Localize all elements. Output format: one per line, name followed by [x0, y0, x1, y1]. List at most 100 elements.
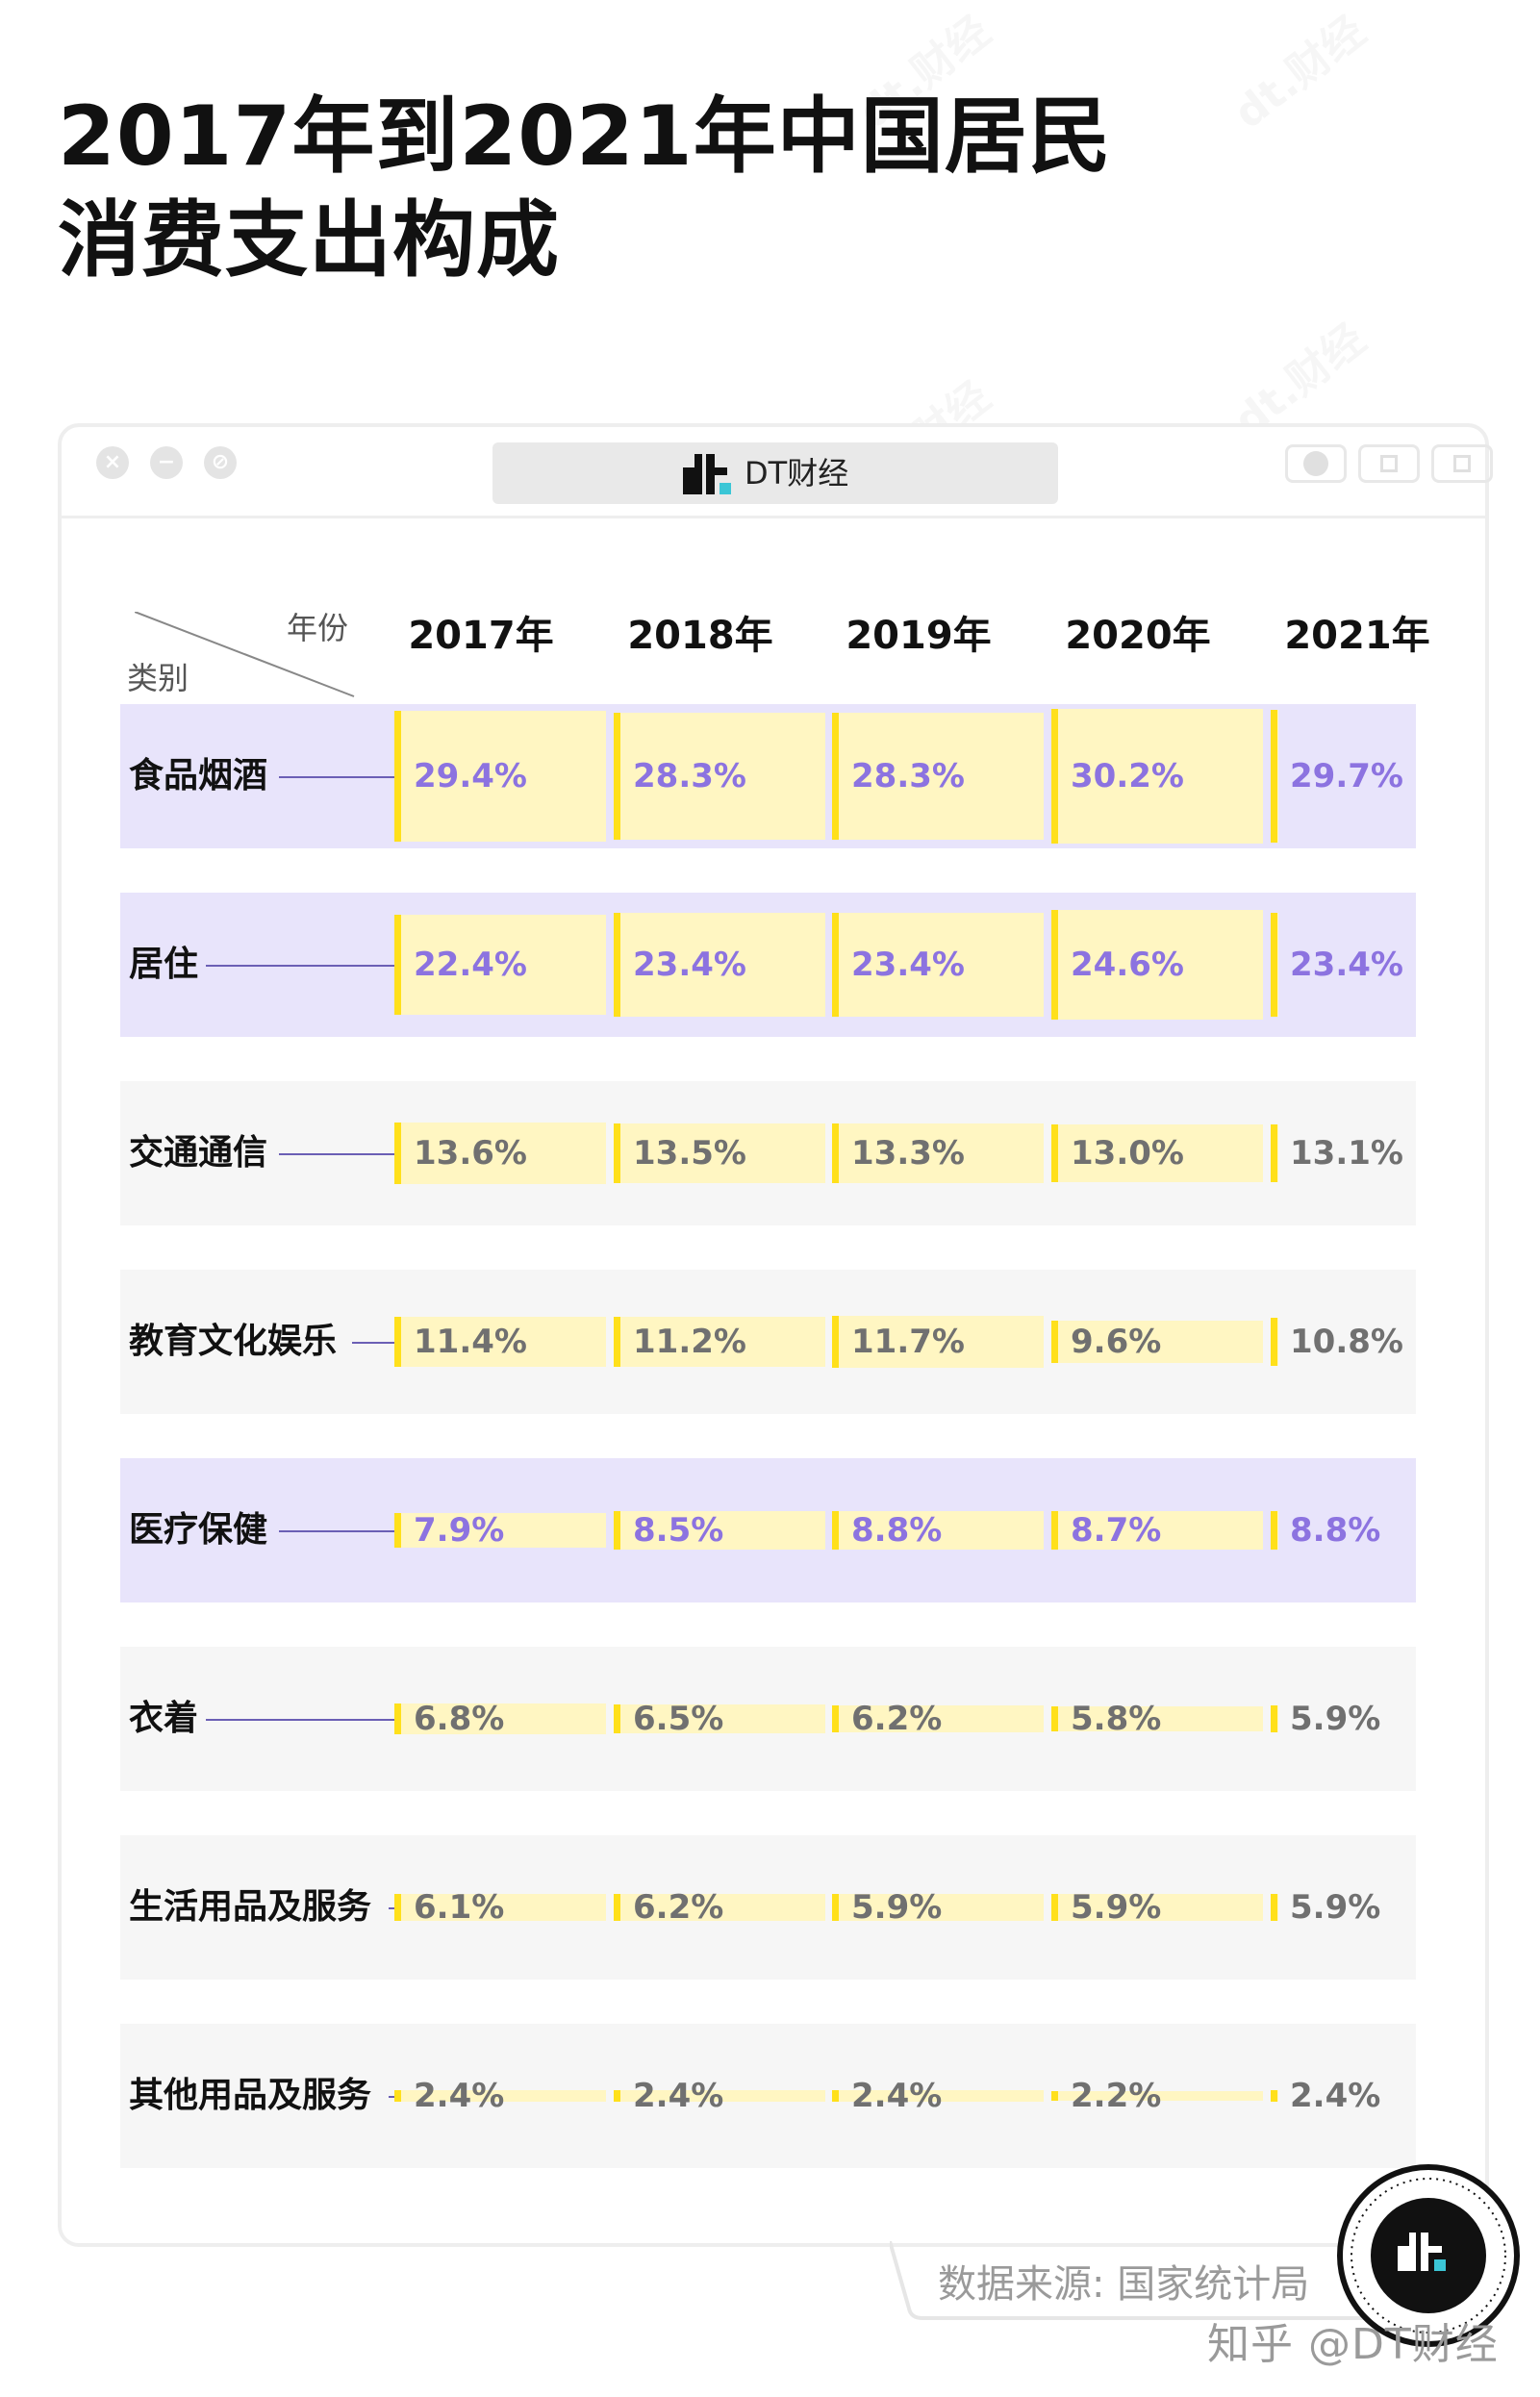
- value-bar-marker: [832, 912, 839, 1018]
- value-label: 23.4%: [851, 946, 965, 984]
- value-label: 8.8%: [1290, 1511, 1381, 1550]
- value-bar-marker: [1271, 912, 1277, 1018]
- value-label: 6.8%: [414, 1700, 505, 1738]
- value-bar-marker: [614, 1317, 620, 1367]
- value-label: 8.7%: [1071, 1511, 1162, 1550]
- value-bar-marker: [832, 713, 839, 840]
- year-header-1: 2017年: [408, 614, 554, 658]
- value-label: 6.1%: [414, 1888, 505, 1927]
- category-connector-line: [352, 1342, 394, 1344]
- category-label: 生活用品及服务: [129, 1887, 372, 1927]
- value-bar: [614, 1893, 825, 1922]
- value-label: 5.8%: [1071, 1700, 1162, 1738]
- record-icon[interactable]: [1285, 444, 1347, 483]
- watermark-text: dt.财经: [1219, 0, 1376, 140]
- corner-diagonal-line: [135, 612, 355, 697]
- value-bar-marker: [394, 710, 401, 843]
- category-connector-line: [279, 1153, 394, 1155]
- year-header-3: 2019年: [846, 614, 992, 658]
- value-bar: [832, 1704, 1044, 1733]
- share-icon[interactable]: [1358, 444, 1420, 483]
- value-bar-marker: [832, 1704, 839, 1733]
- value-bar: [614, 1511, 825, 1550]
- value-bar: [394, 1316, 606, 1368]
- value-bar: [1051, 1320, 1263, 1364]
- value-bar-marker: [1051, 1510, 1058, 1551]
- block-icon[interactable]: ⊘: [204, 446, 237, 479]
- category-connector-line: [389, 1907, 394, 1909]
- dt-logo-icon: [683, 454, 731, 494]
- minimize-icon[interactable]: −: [150, 446, 183, 479]
- value-bar-marker: [1271, 1894, 1277, 1921]
- value-label: 28.3%: [633, 757, 746, 795]
- year-header-4: 2020年: [1065, 614, 1211, 658]
- category-connector-line: [206, 1719, 394, 1721]
- value-label: 11.7%: [851, 1323, 965, 1361]
- value-bar-marker: [832, 1510, 839, 1551]
- value-bar-marker: [394, 2090, 401, 2102]
- value-label: 30.2%: [1071, 757, 1184, 795]
- value-bar-marker: [614, 2090, 620, 2102]
- value-bar-marker: [394, 915, 401, 1015]
- value-label: 29.7%: [1290, 757, 1403, 795]
- value-label: 13.5%: [633, 1134, 746, 1173]
- value-bar-marker: [394, 1893, 401, 1922]
- value-label: 5.9%: [1071, 1888, 1162, 1927]
- value-label: 9.6%: [1071, 1323, 1162, 1361]
- value-bar: [1051, 1510, 1263, 1551]
- category-label: 居住: [129, 945, 199, 984]
- value-label: 2.4%: [851, 2077, 943, 2115]
- value-bar-marker: [614, 713, 620, 840]
- category-label: 食品烟酒: [129, 756, 268, 795]
- category-label: 衣着: [129, 1699, 199, 1738]
- address-bar[interactable]: DT财经: [492, 442, 1058, 504]
- value-label: 8.5%: [633, 1511, 724, 1550]
- value-label: 11.4%: [414, 1323, 527, 1361]
- value-bar-marker: [614, 912, 620, 1018]
- value-bar-marker: [832, 1123, 839, 1183]
- value-bar-marker: [1051, 1123, 1058, 1183]
- value-bar: [614, 1703, 825, 1734]
- value-bar-marker: [394, 1123, 401, 1184]
- value-bar-marker: [1271, 1705, 1277, 1732]
- value-label: 11.2%: [633, 1323, 746, 1361]
- category-label: 交通通信: [129, 1133, 268, 1173]
- value-bar-marker: [832, 2090, 839, 2102]
- value-bar: [614, 1123, 825, 1184]
- value-bar: [1051, 909, 1263, 1020]
- value-bar: [614, 713, 825, 840]
- category-connector-line: [206, 965, 394, 967]
- value-bar-marker: [1051, 709, 1058, 844]
- value-bar: [1051, 709, 1263, 844]
- value-label: 10.8%: [1290, 1323, 1403, 1361]
- value-label: 5.9%: [1290, 1888, 1381, 1927]
- value-label: 2.4%: [414, 2077, 505, 2115]
- value-bar: [832, 1123, 1044, 1183]
- duplicate-icon[interactable]: [1431, 444, 1493, 483]
- value-bar: [394, 1512, 606, 1549]
- value-bar-marker: [394, 1316, 401, 1368]
- value-label: 2.2%: [1071, 2077, 1162, 2115]
- value-bar-marker: [614, 1511, 620, 1550]
- close-icon[interactable]: ×: [96, 446, 129, 479]
- page-title: 2017年到2021年中国居民 消费支出构成: [58, 85, 1112, 292]
- window-brand-label: DT财经: [745, 455, 849, 492]
- value-bar-marker: [1271, 710, 1277, 843]
- value-label: 2.4%: [633, 2077, 724, 2115]
- value-bar-marker: [1051, 2090, 1058, 2102]
- value-bar: [394, 915, 606, 1015]
- value-label: 28.3%: [851, 757, 965, 795]
- value-label: 13.0%: [1071, 1134, 1184, 1173]
- dt-badge-icon: [1337, 2164, 1520, 2347]
- value-bar: [394, 710, 606, 843]
- value-label: 23.4%: [1290, 946, 1403, 984]
- category-connector-line: [279, 1530, 394, 1532]
- value-bar-marker: [1051, 1320, 1058, 1364]
- category-connector-line: [389, 2096, 394, 2098]
- dt-badge: [1332, 2159, 1525, 2352]
- year-header-5: 2021年: [1284, 614, 1430, 658]
- value-bar: [1051, 1894, 1263, 1921]
- value-label: 5.9%: [851, 1888, 943, 1927]
- value-label: 8.8%: [851, 1511, 943, 1550]
- column-header-label: 年份: [287, 610, 349, 646]
